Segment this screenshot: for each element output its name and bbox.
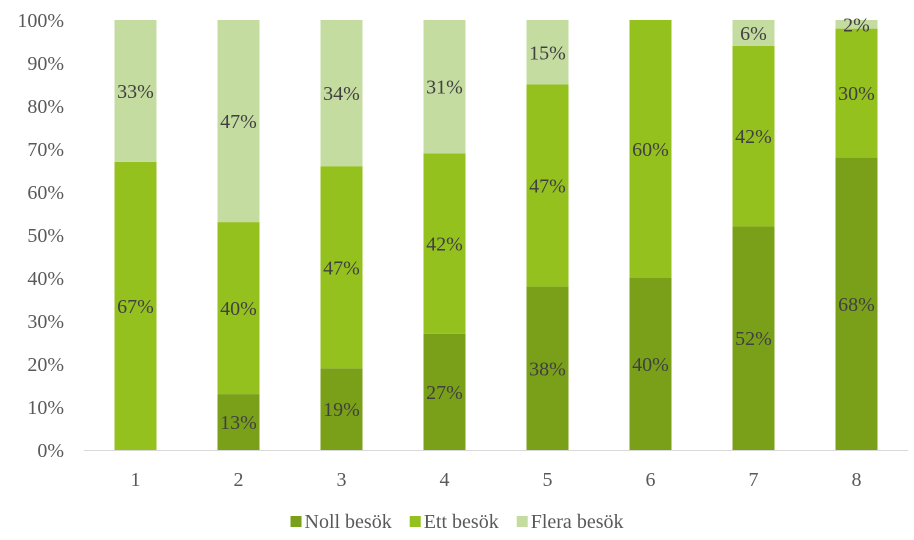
y-tick-label: 0%: [37, 440, 64, 462]
y-tick-label: 50%: [27, 225, 64, 247]
y-tick-label: 100%: [17, 10, 64, 32]
data-label: 19%: [323, 399, 360, 421]
data-label: 15%: [529, 42, 566, 64]
bar-segment: [320, 166, 363, 369]
bar-segment: [732, 20, 775, 46]
x-tick-label: 3: [337, 469, 347, 491]
bar-segment: [526, 20, 569, 85]
data-label: 2%: [843, 14, 870, 36]
bar-segment: [835, 28, 878, 158]
legend-label: Noll besök: [305, 511, 392, 533]
bar-segment: [423, 333, 466, 450]
y-tick-label: 40%: [27, 268, 64, 290]
legend-label: Flera besök: [531, 511, 624, 533]
y-tick-label: 70%: [27, 139, 64, 161]
plot-area: 67% 33% 13% 40% 47% 19% 47% 34% 27% 42% 31% 38% 47% 1…: [114, 14, 878, 450]
legend: Noll besök Ett besök Flera besök: [290, 511, 624, 533]
data-label: 47%: [323, 257, 360, 279]
data-label: 42%: [735, 126, 772, 148]
x-tick-label: 2: [234, 469, 244, 491]
y-tick-label: 60%: [27, 182, 64, 204]
data-label: 30%: [838, 83, 875, 105]
bar-segment: [526, 286, 569, 450]
data-label: 52%: [735, 328, 772, 350]
bar-segment: [526, 84, 569, 287]
data-label: 6%: [740, 23, 767, 45]
legend-swatch: [516, 516, 528, 527]
y-tick-label: 10%: [27, 397, 64, 419]
x-axis: 1 2 3 4 5 6 7 8: [84, 450, 908, 491]
bar-segment: [320, 20, 363, 167]
data-label: 13%: [220, 412, 257, 434]
x-tick-label: 4: [440, 469, 450, 491]
bar-segment: [629, 20, 672, 278]
legend-item: Ett besök: [409, 511, 499, 533]
x-tick-label: 5: [543, 469, 553, 491]
y-tick-label: 80%: [27, 96, 64, 118]
x-tick-label: 1: [131, 469, 141, 491]
data-label: 42%: [426, 234, 463, 256]
bar-segment: [114, 20, 157, 162]
data-label: 47%: [529, 176, 566, 198]
y-axis: 0% 10% 20% 30% 40% 50% 60% 70% 80% 90% 100%: [17, 10, 64, 462]
bar-segment: [835, 20, 878, 29]
x-tick-label: 7: [749, 469, 759, 491]
bar-segment: [114, 161, 157, 450]
y-tick-label: 20%: [27, 354, 64, 376]
bar-segment: [835, 157, 878, 450]
data-label: 38%: [529, 358, 566, 380]
bar-segment: [217, 394, 260, 450]
bar-segment: [732, 45, 775, 227]
legend-swatch: [409, 516, 421, 527]
bar-segment: [629, 278, 672, 450]
legend-swatch: [290, 516, 302, 527]
data-label: 60%: [632, 139, 669, 161]
y-tick-label: 90%: [27, 53, 64, 75]
legend-label: Ett besök: [424, 511, 499, 533]
data-label: 33%: [117, 81, 154, 103]
bar-segment: [423, 153, 466, 334]
bar-segment: [732, 226, 775, 450]
x-tick-label: 8: [852, 469, 862, 491]
data-label: 68%: [838, 294, 875, 316]
data-label: 40%: [632, 354, 669, 376]
data-label: 34%: [323, 83, 360, 105]
bar-segment: [320, 368, 363, 450]
y-tick-label: 30%: [27, 311, 64, 333]
data-label: 27%: [426, 382, 463, 404]
x-tick-label: 6: [646, 469, 656, 491]
bar-segment: [217, 222, 260, 395]
data-label: 31%: [426, 77, 463, 99]
legend-item: Flera besök: [516, 511, 624, 533]
data-label: 67%: [117, 296, 154, 318]
bar-segment: [217, 20, 260, 223]
data-label: 47%: [220, 111, 257, 133]
data-label: 40%: [220, 298, 257, 320]
bar-segment: [423, 20, 466, 154]
legend-item: Noll besök: [290, 511, 392, 533]
